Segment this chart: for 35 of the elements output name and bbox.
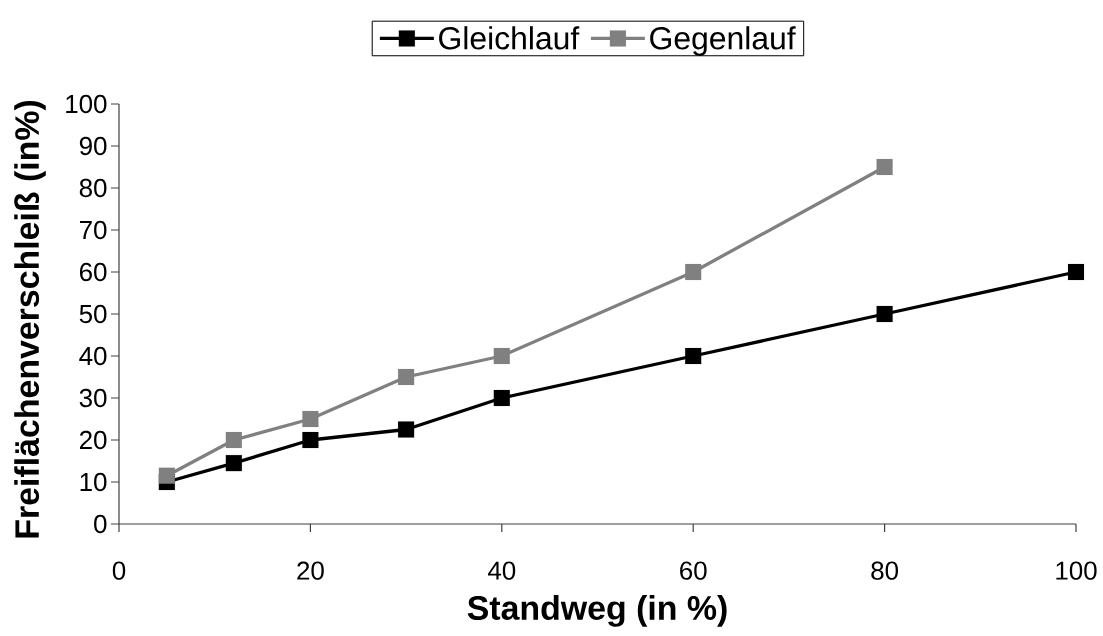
y-tick-label: 90 xyxy=(79,136,107,156)
point xyxy=(493,347,510,365)
y-tick-label: 100 xyxy=(66,94,107,114)
point xyxy=(398,421,415,438)
x-tick-label: 40 xyxy=(487,561,516,580)
y-tick-label: 80 xyxy=(79,178,107,198)
point xyxy=(876,305,893,323)
point xyxy=(493,389,510,407)
point xyxy=(876,158,893,176)
y-tick-label: 30 xyxy=(79,388,107,408)
point xyxy=(225,455,242,472)
x-tick-label: 60 xyxy=(680,561,707,580)
y-tick-label: 20 xyxy=(79,430,107,450)
y-tick-label: 60 xyxy=(79,262,107,282)
y-tick-label: 70 xyxy=(80,220,107,240)
y-tick-label: 40 xyxy=(79,346,107,366)
point xyxy=(685,347,702,365)
point xyxy=(302,431,319,449)
point xyxy=(685,263,702,281)
point xyxy=(158,467,175,484)
point xyxy=(302,410,319,428)
x-tick-label: 20 xyxy=(297,561,324,580)
point xyxy=(225,431,242,449)
point xyxy=(398,368,415,386)
legend-label: Gegenlauf xyxy=(650,26,796,56)
x-tick-label: 80 xyxy=(871,561,898,580)
x-tick-label: 100 xyxy=(1056,561,1097,580)
x-tick-label: 0 xyxy=(112,561,126,580)
legend-label: Gleichlauf xyxy=(439,26,580,50)
y-tick-label: 0 xyxy=(94,514,107,534)
y-tick-label: 10 xyxy=(80,472,107,492)
y-axis-title: Freiflächenverschleiß (in%) xyxy=(14,100,46,538)
y-tick-label: 50 xyxy=(79,304,107,324)
x-axis-title: Standweg (in %) xyxy=(467,595,727,627)
point xyxy=(1067,263,1085,281)
